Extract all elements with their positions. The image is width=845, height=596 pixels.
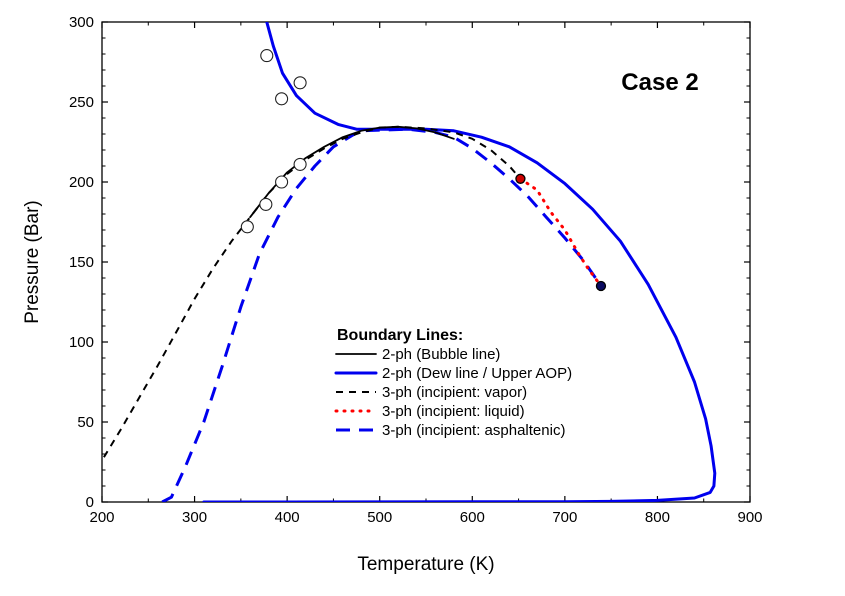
y-tick-label: 250 xyxy=(69,94,94,111)
series-lines xyxy=(103,22,717,502)
x-axis-title: Temperature (K) xyxy=(357,554,494,575)
axis-tick-labels: 200 300 400 500 600 700 800 900 0 50 100 150 200 250 3… xyxy=(69,14,763,526)
x-tick-label: 800 xyxy=(645,509,670,526)
series-line-2 xyxy=(103,125,522,458)
legend-label-3: 3-ph (incipient: liquid) xyxy=(382,403,525,420)
y-tick-label: 300 xyxy=(69,14,94,31)
legend-label-2: 3-ph (incipient: vapor) xyxy=(382,384,527,401)
y-axis-title: Pressure (Bar) xyxy=(22,200,43,324)
x-tick-label: 700 xyxy=(552,509,577,526)
experimental-point xyxy=(293,157,307,171)
y-tick-label: 100 xyxy=(69,334,94,351)
y-tick-label: 0 xyxy=(86,494,94,511)
legend-title: Boundary Lines: xyxy=(337,327,463,344)
legend: Boundary Lines: 2-ph (Bubble line) 2-ph (… xyxy=(334,327,572,439)
x-tick-label: 200 xyxy=(89,509,114,526)
x-tick-label: 600 xyxy=(460,509,485,526)
y-tick-label: 150 xyxy=(69,254,94,271)
series-line-0 xyxy=(249,125,455,219)
y-tick-label: 50 xyxy=(77,414,94,431)
tricritical-point xyxy=(515,173,526,184)
experimental-point xyxy=(293,76,307,90)
case-annotation: Case 2 xyxy=(621,69,698,96)
legend-label-4: 3-ph (incipient: asphaltenic) xyxy=(382,422,565,439)
data-markers xyxy=(240,49,607,292)
x-tick-label: 500 xyxy=(367,509,392,526)
x-tick-label: 400 xyxy=(275,509,300,526)
series-line-1 xyxy=(202,22,717,502)
tricritical-point xyxy=(595,280,607,292)
experimental-point xyxy=(240,220,254,234)
plot-area-frame xyxy=(101,21,751,503)
experimental-point xyxy=(275,92,289,106)
legend-label-0: 2-ph (Bubble line) xyxy=(382,346,500,363)
legend-label-1: 2-ph (Dew line / Upper AOP) xyxy=(382,365,572,382)
experimental-point xyxy=(259,197,273,211)
experimental-point xyxy=(275,175,289,189)
x-tick-label: 900 xyxy=(737,509,762,526)
experimental-point xyxy=(260,49,274,63)
series-line-3 xyxy=(518,177,603,288)
x-tick-label: 300 xyxy=(182,509,207,526)
y-tick-label: 200 xyxy=(69,174,94,191)
